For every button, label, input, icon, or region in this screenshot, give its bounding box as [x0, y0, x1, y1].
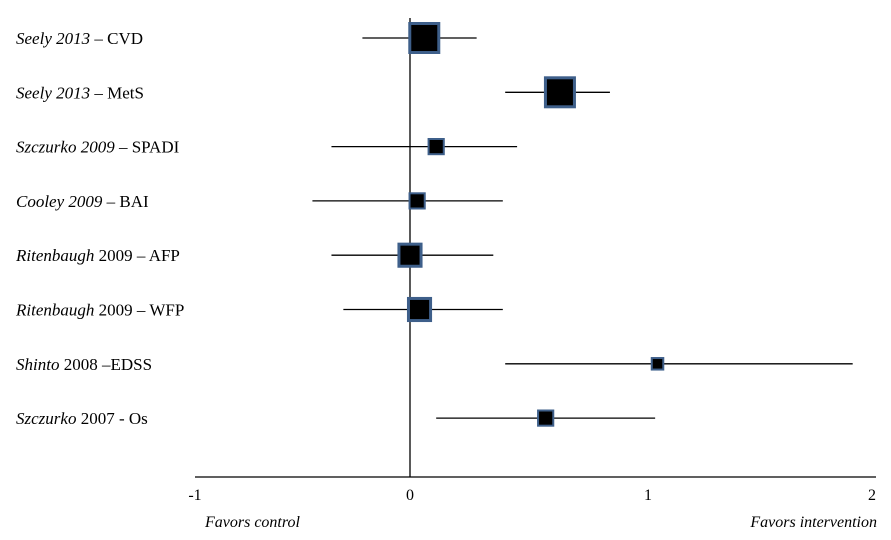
x-tick-label: 0 [406, 487, 414, 504]
study-outcome: 2009 – WFP [94, 301, 184, 320]
study-outcome: – BAI [102, 192, 149, 211]
study-author: Ritenbaugh [15, 246, 94, 265]
favors-intervention-label: Favors intervention [749, 514, 877, 531]
study-outcome: – CVD [90, 29, 143, 48]
effect-size-marker [408, 22, 441, 54]
study-label: Seely 2013 – CVD [16, 29, 143, 48]
x-tick-label: 2 [868, 487, 876, 504]
effect-size-marker [650, 357, 665, 371]
study-label: Shinto 2008 –EDSS [16, 355, 152, 374]
study-author: Ritenbaugh [15, 301, 94, 320]
study-outcome: – MetS [90, 83, 144, 102]
x-tick-label: -1 [188, 487, 201, 504]
study-author: Szczurko 2009 [16, 138, 115, 157]
study-label: Ritenbaugh 2009 – AFP [15, 246, 180, 265]
effect-size-marker [397, 242, 423, 268]
effect-size-marker [537, 409, 555, 427]
study-label: Szczurko 2007 - Os [16, 409, 148, 428]
study-outcome: 2009 – AFP [94, 246, 180, 265]
effect-size-marker [543, 76, 576, 109]
study-author: Shinto [16, 355, 59, 374]
effect-size-marker [406, 296, 433, 323]
study-author: Seely 2013 [16, 29, 90, 48]
study-label: Szczurko 2009 – SPADI [16, 138, 180, 157]
study-author: Szczurko [16, 409, 76, 428]
effect-marks [312, 22, 853, 427]
effect-size-marker [408, 192, 426, 210]
study-author: Seely 2013 [16, 83, 90, 102]
study-label: Seely 2013 – MetS [16, 83, 144, 102]
study-author: Cooley 2009 [16, 192, 103, 211]
study-label: Ritenbaugh 2009 – WFP [15, 301, 184, 320]
study-outcome: 2007 - Os [76, 409, 147, 428]
x-axis [195, 18, 876, 478]
study-outcome: 2008 –EDSS [59, 355, 152, 374]
effect-size-marker [427, 138, 445, 156]
favors-control-label: Favors control [204, 514, 301, 531]
x-tick-label: 1 [644, 487, 652, 504]
study-outcome: – SPADI [115, 138, 180, 157]
x-ticks: -1 0 1 2 [188, 487, 876, 504]
study-label: Cooley 2009 – BAI [16, 192, 149, 211]
